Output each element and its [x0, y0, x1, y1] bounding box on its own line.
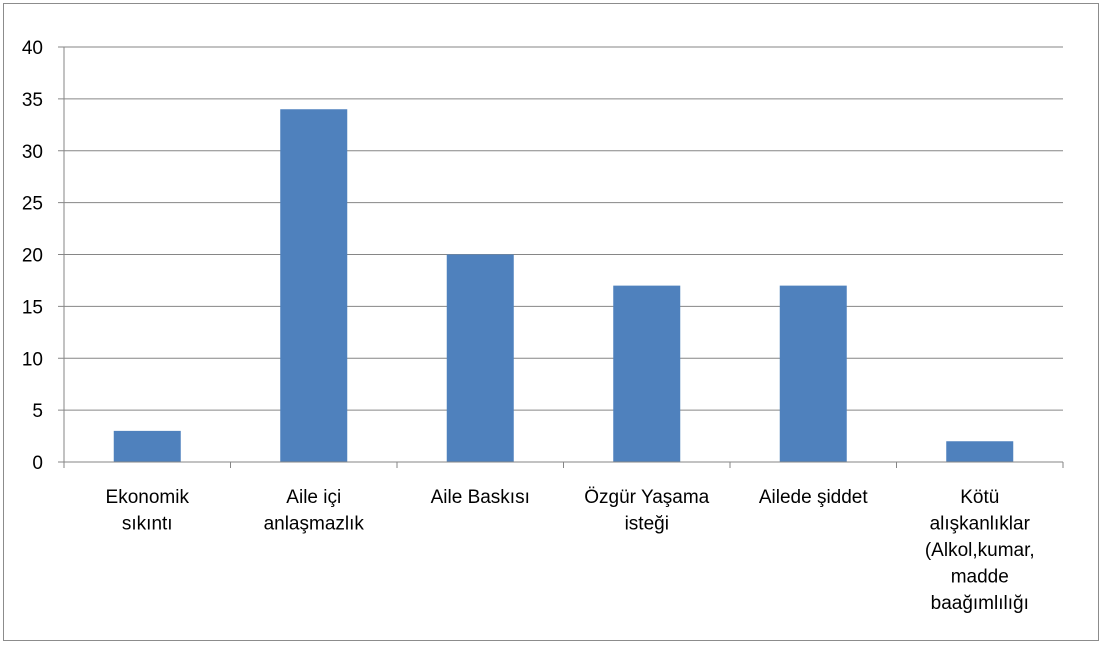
- y-tick-label: 25: [22, 194, 43, 215]
- x-tick-label: baağımlılığı: [931, 593, 1029, 614]
- bar: [779, 285, 847, 462]
- gridlines: [64, 46, 1063, 411]
- x-tick-label: isteği: [625, 514, 669, 535]
- y-tick-label: 5: [32, 401, 43, 422]
- axes: [58, 46, 1064, 468]
- x-axis-tick-labels: Ekonomik sıkıntı Aile içi anlaşmazlık Aile B…: [106, 487, 1035, 614]
- x-tick-label: Ailede şiddet: [759, 487, 869, 508]
- x-tick-label: Kötü: [960, 487, 999, 508]
- bar-series: [113, 109, 1014, 462]
- x-tick-label: Aile Baskısı: [431, 487, 530, 508]
- x-tick-label: anlaşmazlık: [264, 514, 365, 535]
- x-tick-label: Ekonomik: [106, 487, 190, 508]
- bar: [280, 109, 348, 462]
- y-tick-label: 10: [22, 349, 43, 370]
- y-axis-tick-labels: 0 5 10 15 20 25 30 35 40: [22, 38, 43, 474]
- x-tick-label: Aile içi: [286, 487, 341, 508]
- y-tick-label: 0: [32, 453, 43, 474]
- bar: [613, 285, 681, 462]
- x-tick-label: sıkıntı: [122, 514, 173, 535]
- y-tick-label: 40: [22, 38, 43, 59]
- bar: [946, 441, 1014, 462]
- bar: [446, 254, 514, 462]
- y-tick-label: 30: [22, 142, 43, 163]
- x-tick-label: alışkanlıklar: [930, 514, 1031, 535]
- y-tick-label: 15: [22, 297, 43, 318]
- x-tick-label: (Alkol,kumar,: [925, 540, 1035, 561]
- y-tick-label: 35: [22, 90, 43, 111]
- bar: [113, 430, 181, 462]
- y-tick-label: 20: [22, 246, 43, 267]
- chart-frame: [3, 3, 1099, 641]
- x-tick-label: Özgür Yaşama: [584, 487, 709, 508]
- x-tick-label: madde: [951, 567, 1009, 588]
